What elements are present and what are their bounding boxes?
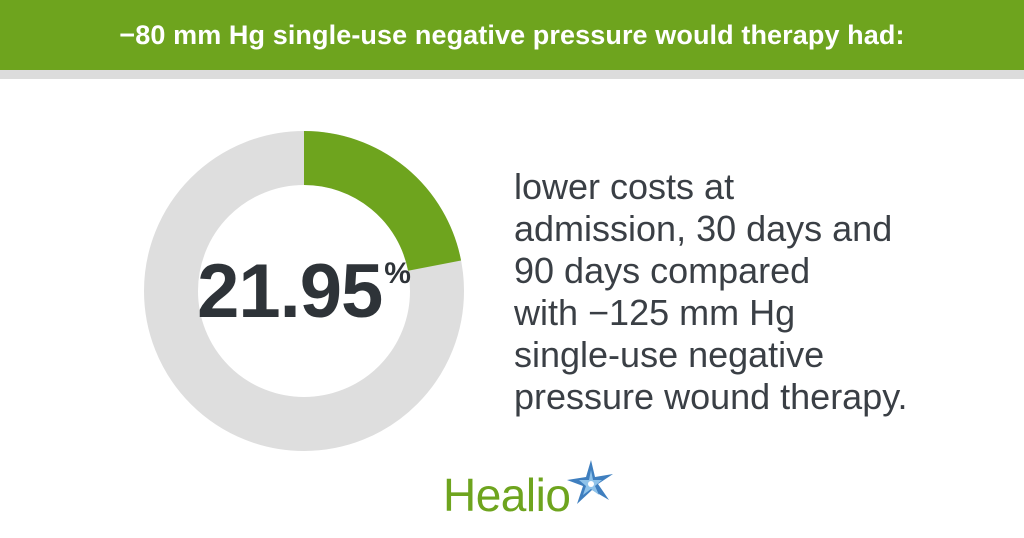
description-line: 90 days compared	[514, 250, 811, 291]
description-line: with −125 mm Hg	[514, 292, 796, 333]
description-line: single-use negative	[514, 334, 825, 375]
percent-value: 21.95	[197, 248, 383, 334]
donut-value-arc	[303, 131, 462, 272]
description-text: lower costs at admission, 30 days and 90…	[514, 166, 954, 418]
percent-unit: %	[384, 257, 411, 290]
header-title: −80 mm Hg single-use negative pressure w…	[119, 19, 905, 50]
percent-label: 21.95 %	[144, 131, 464, 451]
star-icon	[567, 460, 613, 504]
description-line: pressure wound therapy.	[514, 376, 908, 417]
description-line: admission, 30 days and	[514, 208, 893, 249]
header-banner: −80 mm Hg single-use negative pressure w…	[0, 0, 1024, 70]
header-divider	[0, 70, 1024, 79]
donut-svg	[144, 131, 464, 451]
healio-logo: Healio	[443, 460, 623, 521]
logo-text: Healio	[443, 469, 571, 521]
donut-chart: 21.95 %	[144, 131, 464, 451]
description-line: lower costs at	[514, 166, 735, 207]
